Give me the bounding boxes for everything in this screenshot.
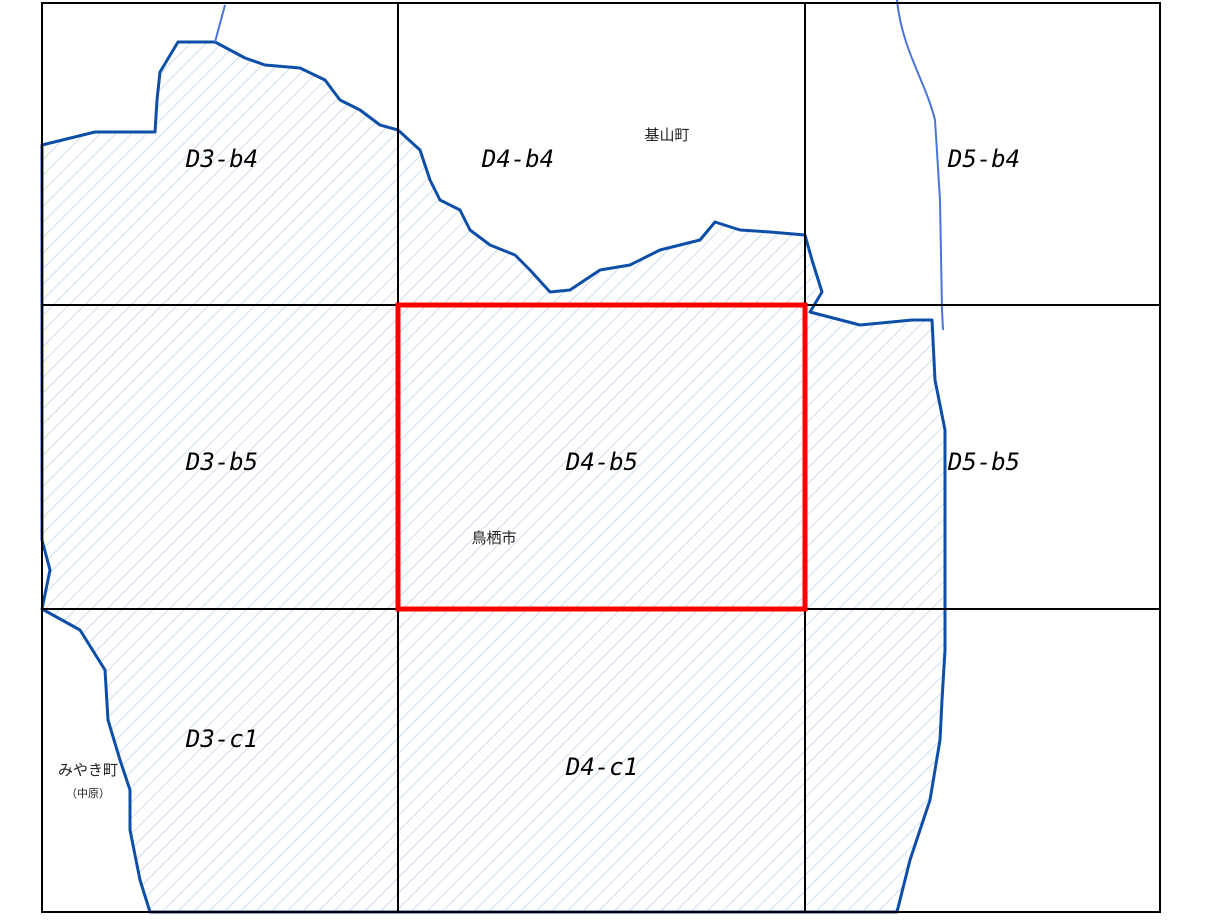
grid-frame [41,2,1161,913]
cell-label: D3-b5 [185,448,258,476]
river [896,0,944,331]
cell-label: D3-c1 [185,725,258,753]
place-label: みやき町 [58,761,118,779]
cell-label: D4-b5 [565,448,638,476]
city-area [40,40,947,914]
cell-label: D4-b4 [481,145,554,173]
place-label: （中原） [66,787,110,800]
place-label: 基山町 [644,126,689,144]
highlight-cell [395,302,808,612]
cell-label: D3-b4 [185,145,258,173]
boundary [214,4,226,43]
cell-label: D5-b5 [947,448,1020,476]
cell-label: D4-c1 [565,753,638,781]
cell-label: D5-b4 [947,145,1020,173]
place-label: 鳥栖市 [471,529,516,547]
